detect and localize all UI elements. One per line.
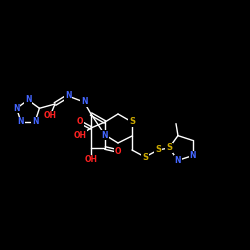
Text: N: N xyxy=(18,117,24,126)
Text: S: S xyxy=(155,146,161,154)
Text: OH: OH xyxy=(84,156,98,164)
Text: O: O xyxy=(115,146,121,156)
Text: O: O xyxy=(77,118,83,126)
Text: S: S xyxy=(142,152,148,162)
Text: N: N xyxy=(102,130,108,140)
Text: N: N xyxy=(175,156,181,165)
Text: N: N xyxy=(32,117,38,126)
Text: N: N xyxy=(81,98,87,106)
Text: N: N xyxy=(189,151,196,160)
Text: N: N xyxy=(65,92,71,100)
Text: N: N xyxy=(25,96,31,104)
Text: N: N xyxy=(13,104,20,113)
Text: OH: OH xyxy=(74,130,86,140)
Text: OH: OH xyxy=(44,112,57,120)
Text: S: S xyxy=(166,144,172,152)
Text: S: S xyxy=(129,118,135,126)
